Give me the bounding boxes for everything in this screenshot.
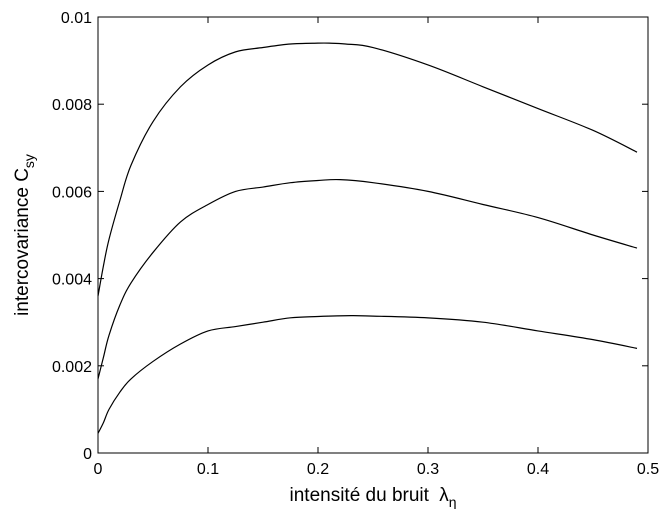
x-tick-label: 0.1	[197, 461, 219, 478]
x-tick-label: 0.2	[307, 461, 329, 478]
x-axis-label-text: intensité du bruit	[290, 485, 430, 506]
y-tick-label: 0.01	[61, 10, 92, 27]
y-axis-label-text: intercovariance C	[12, 168, 33, 316]
y-tick-label: 0.002	[52, 359, 92, 376]
x-axis-label: intensité du bruit λη	[290, 485, 457, 509]
y-tick-label: 0.008	[52, 97, 92, 114]
series-layer	[97, 42, 638, 434]
y-tick-label: 0.004	[52, 272, 92, 289]
series-line-2	[97, 178, 638, 380]
x-tick-label: 0.3	[417, 461, 439, 478]
y-tick-label: 0.006	[52, 184, 92, 201]
y-axis-ticks: 0 0.002 0.004 0.006 0.008 0.01	[52, 10, 648, 463]
y-axis-label-subscript: sy	[21, 154, 37, 168]
y-tick-label: 0	[83, 446, 92, 463]
plot-area	[97, 16, 649, 454]
x-axis-label-subscript: η	[449, 494, 457, 509]
series-line-1	[97, 42, 638, 297]
x-tick-label: 0.5	[637, 461, 659, 478]
y-axis-label: intercovariance Csy	[12, 154, 37, 316]
x-axis-ticks: 0 0.1 0.2 0.3 0.4 0.5	[94, 17, 659, 478]
x-tick-label: 0	[94, 461, 103, 478]
x-tick-label: 0.4	[527, 461, 549, 478]
x-axis-label-symbol: λ	[439, 485, 449, 506]
series-line-3	[97, 315, 638, 434]
